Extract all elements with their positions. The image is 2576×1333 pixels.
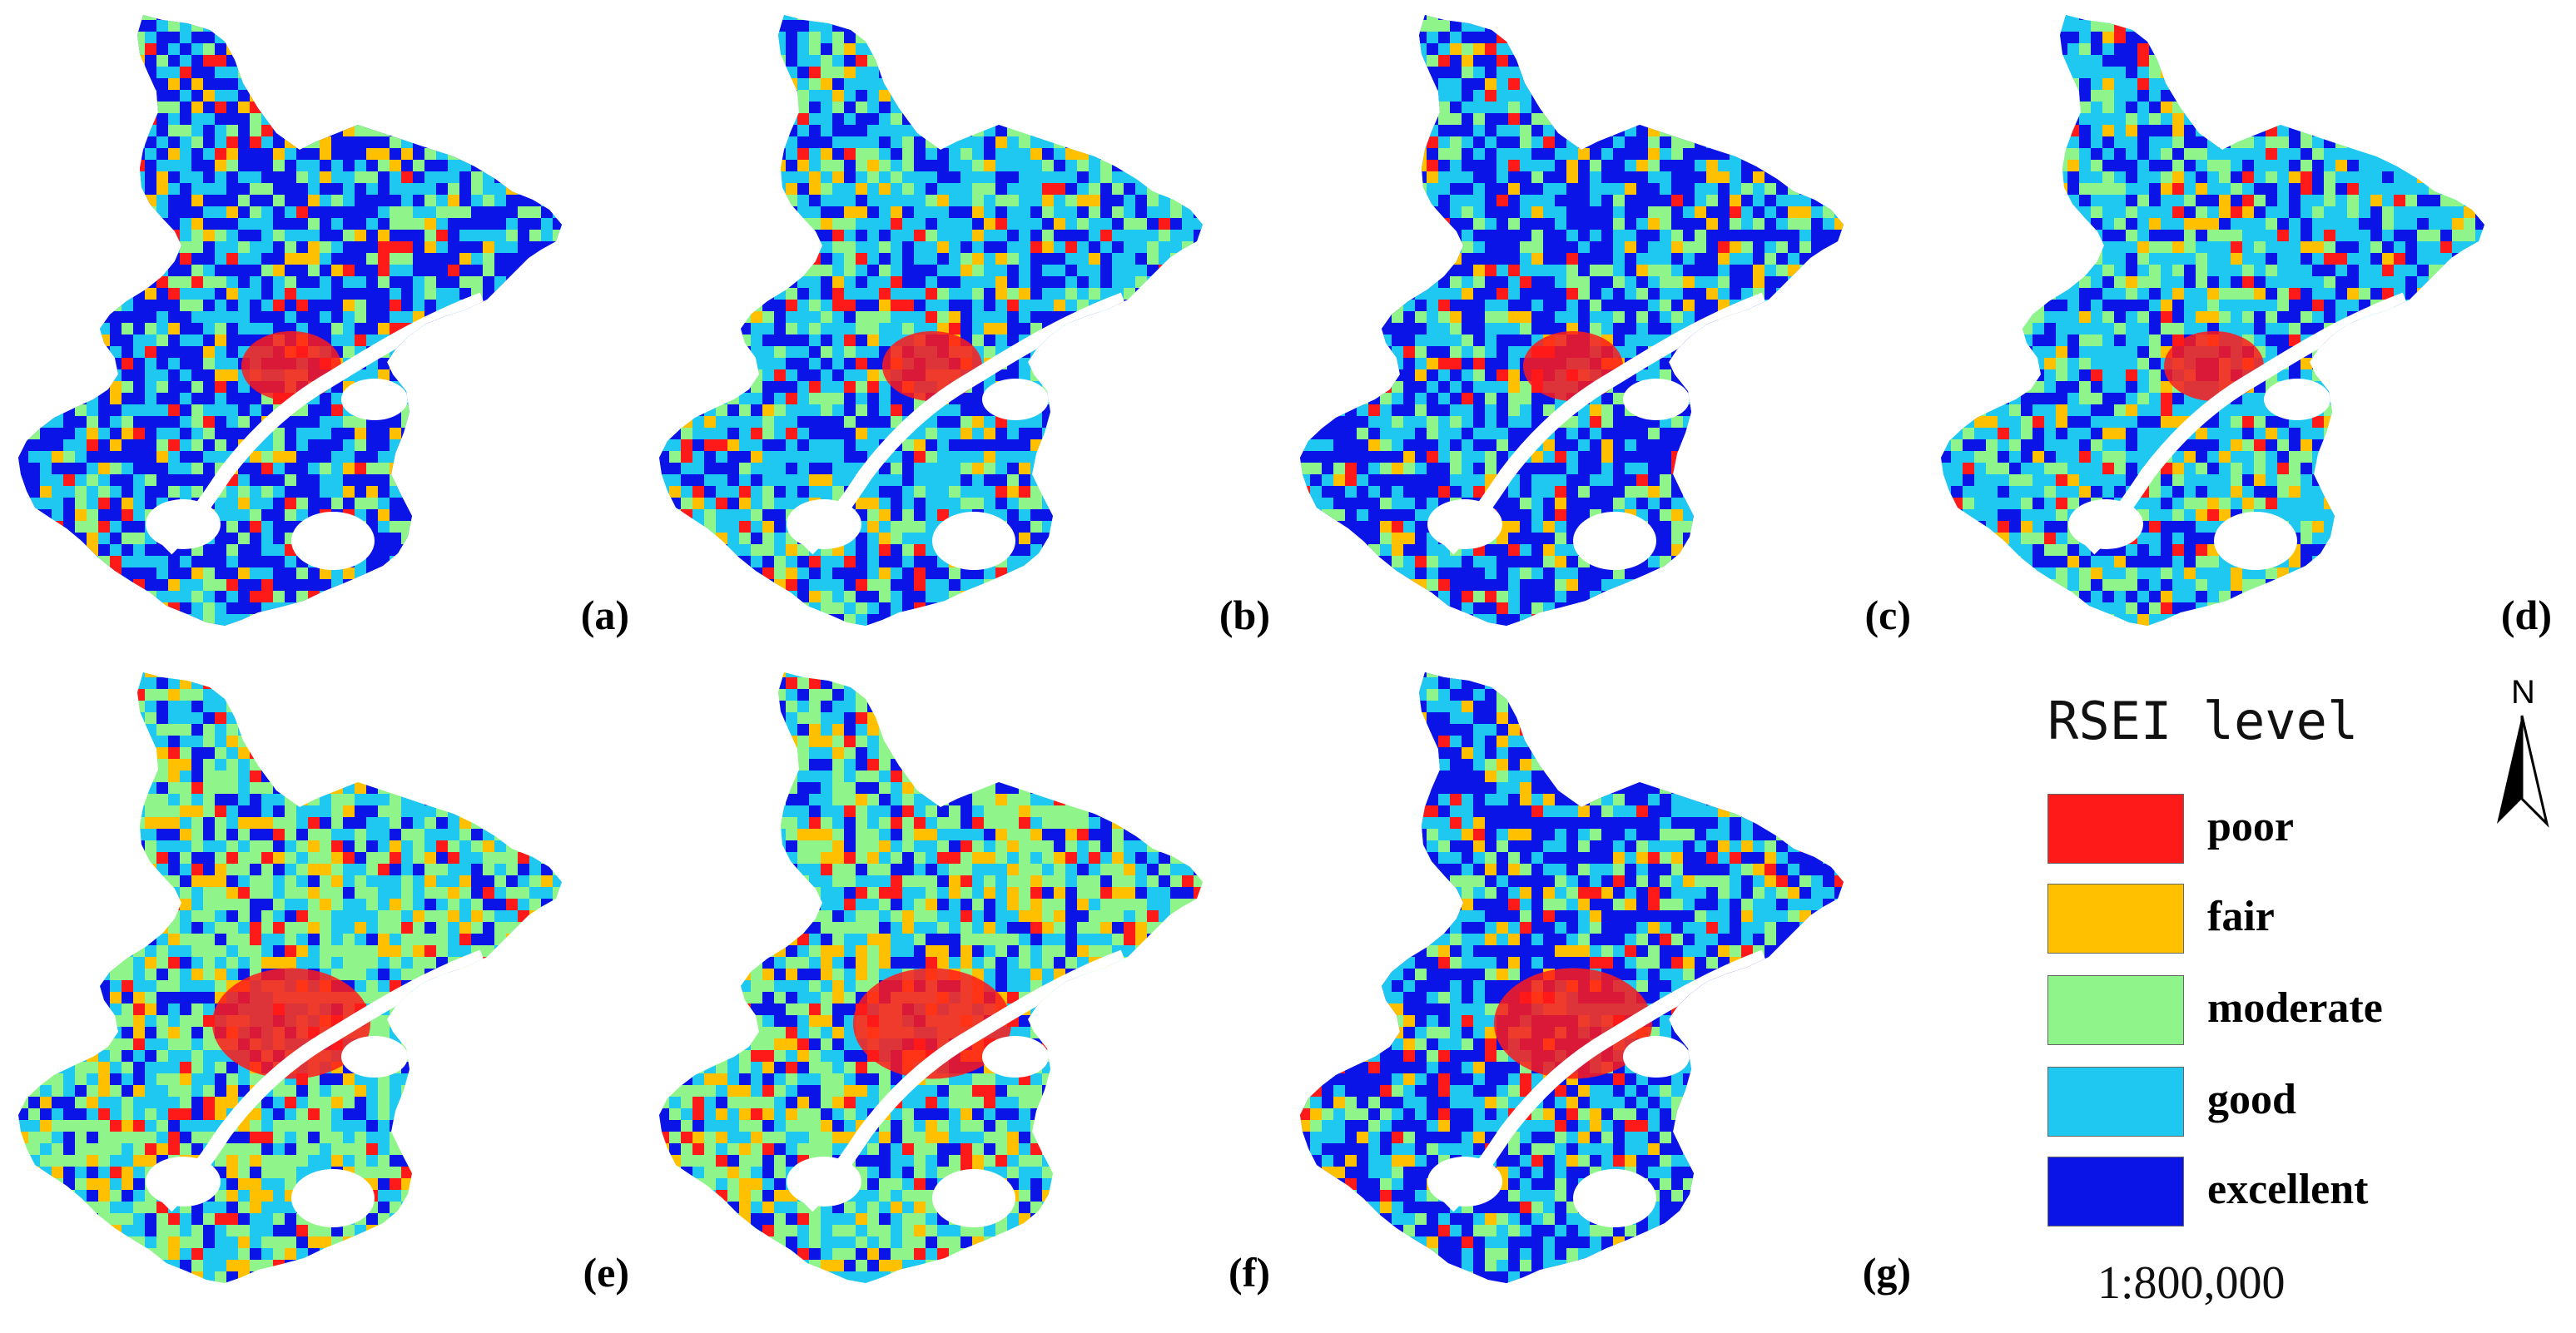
lake-b-2: [932, 512, 1015, 570]
lake-f-3: [1065, 1000, 1115, 1030]
urban-core-g: [1494, 968, 1652, 1079]
panel-label-b: (b): [1219, 591, 1270, 639]
panel-label-g: (g): [1863, 1248, 1911, 1296]
rsei-raster-b: [659, 15, 1203, 626]
urban-core-b: [882, 331, 982, 401]
rsei-raster-c: [1300, 15, 1844, 626]
lake-a-1: [146, 499, 221, 549]
rsei-map-d: [1941, 15, 2484, 626]
rsei-raster-f: [659, 672, 1203, 1283]
legend-swatch-poor: [2047, 794, 2184, 864]
lake-f-0: [982, 1036, 1049, 1078]
lake-c-0: [1623, 379, 1690, 420]
panel-label-c: (c): [1865, 591, 1912, 639]
lake-a-2: [291, 512, 375, 570]
legend-item-moderate: moderate: [2047, 975, 2514, 1047]
legend-item-fair: fair: [2047, 884, 2514, 955]
legend-item-poor: poor: [2047, 794, 2514, 865]
legend: RSEI level poor fair moderate good excel…: [2031, 691, 2497, 1323]
lake-b-0: [982, 379, 1049, 420]
rsei-map-g: [1300, 672, 1844, 1283]
rsei-raster-a: [18, 15, 562, 626]
legend-label-good: good: [2207, 1075, 2296, 1124]
rsei-map-f: [659, 672, 1203, 1283]
lake-a-3: [424, 343, 474, 373]
map-panel-c: (c): [1298, 8, 1931, 649]
urban-core-c: [1523, 331, 1623, 401]
legend-label-moderate: moderate: [2207, 984, 2383, 1033]
map-panel-g: (g): [1298, 666, 1931, 1306]
lake-f-2: [932, 1169, 1015, 1227]
lake-a-0: [341, 379, 408, 420]
rsei-raster-e: [18, 672, 562, 1283]
north-arrow: N: [2489, 674, 2555, 840]
rsei-map-b: [659, 15, 1203, 626]
rsei-raster-g: [1300, 672, 1844, 1283]
lake-e-0: [341, 1036, 408, 1078]
rsei-map-a: [18, 15, 562, 626]
legend-label-fair: fair: [2207, 892, 2275, 941]
lake-g-0: [1623, 1036, 1690, 1078]
lake-d-2: [2214, 512, 2297, 570]
map-panel-b: (b): [658, 8, 1290, 649]
legend-title: RSEI level: [2047, 691, 2358, 751]
panel-label-e: (e): [583, 1248, 630, 1296]
legend-swatch-excellent: [2047, 1157, 2184, 1226]
scale-text: 1:800,000: [2097, 1256, 2286, 1310]
urban-core-f: [853, 968, 1011, 1079]
legend-item-good: good: [2047, 1067, 2514, 1138]
legend-label-excellent: excellent: [2207, 1165, 2368, 1214]
legend-swatch-fair: [2047, 884, 2184, 954]
rsei-map-e: [18, 672, 562, 1283]
legend-label-poor: poor: [2207, 802, 2294, 851]
map-panel-e: (e): [17, 666, 649, 1306]
lake-g-3: [1706, 1000, 1756, 1030]
lake-e-2: [291, 1169, 375, 1227]
panel-label-f: (f): [1228, 1248, 1270, 1296]
map-panel-d: (d): [1939, 8, 2572, 649]
lake-d-1: [2068, 499, 2143, 549]
legend-swatch-moderate: [2047, 975, 2184, 1045]
lake-e-3: [424, 1000, 474, 1030]
legend-swatch-good: [2047, 1067, 2184, 1137]
map-panel-a: (a): [17, 8, 649, 649]
lake-c-3: [1706, 343, 1756, 373]
lake-g-1: [1427, 1157, 1502, 1207]
urban-core-d: [2164, 331, 2264, 401]
map-panel-f: (f): [658, 666, 1290, 1306]
lake-c-1: [1427, 499, 1502, 549]
legend-item-excellent: excellent: [2047, 1157, 2514, 1228]
rsei-map-c: [1300, 15, 1844, 626]
lake-e-1: [146, 1157, 221, 1207]
lake-g-2: [1573, 1169, 1656, 1227]
panel-label-a: (a): [581, 591, 629, 639]
urban-core-a: [241, 331, 341, 401]
lake-d-0: [2264, 379, 2330, 420]
lake-f-1: [787, 1157, 861, 1207]
north-arrow-icon: [2497, 715, 2549, 828]
lake-b-3: [1065, 343, 1115, 373]
lake-d-3: [2347, 343, 2397, 373]
rsei-raster-d: [1941, 15, 2484, 626]
urban-core-e: [212, 968, 370, 1079]
lake-b-1: [787, 499, 861, 549]
panel-label-d: (d): [2501, 591, 2552, 639]
lake-c-2: [1573, 512, 1656, 570]
north-label: N: [2511, 674, 2535, 711]
